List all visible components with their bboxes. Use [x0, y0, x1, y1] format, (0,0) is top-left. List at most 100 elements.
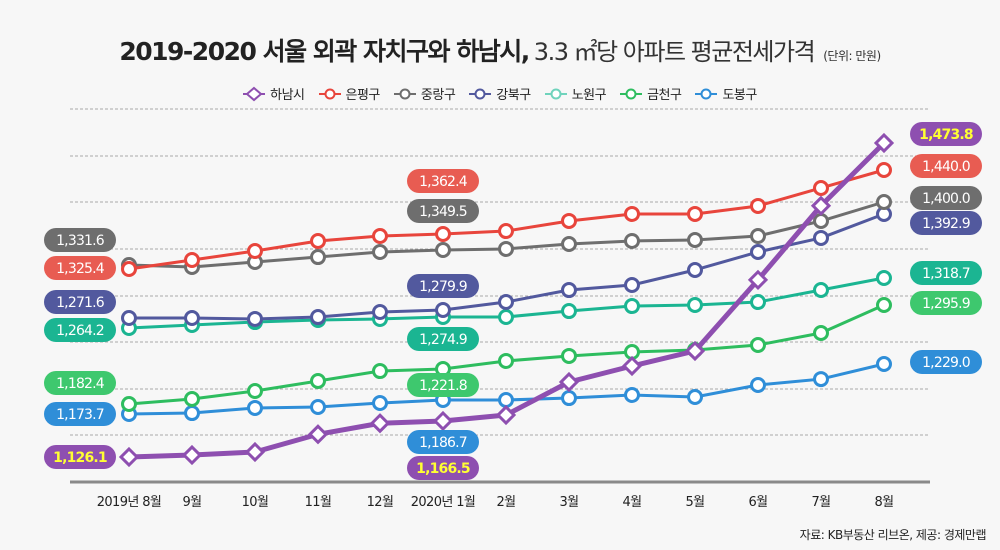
legend: 하남시 은평구 중랑구 강북구 노원구 금천구 도봉구 — [0, 84, 1000, 103]
data-point — [750, 336, 766, 353]
data-point — [372, 227, 388, 244]
legend-label: 은평구 — [345, 88, 381, 103]
data-point — [121, 310, 137, 326]
data-point — [813, 179, 829, 196]
value-label-text: 1,221.8 — [419, 378, 467, 394]
data-point — [624, 277, 640, 294]
title-light: 3.3 ㎡당 아파트 평균전세가격 — [533, 38, 816, 66]
value-label-text: 1,392.9 — [922, 216, 970, 232]
value-label-text: 1,279.9 — [419, 279, 467, 295]
data-point — [873, 132, 895, 154]
series-하남시 — [118, 132, 895, 468]
source-note: 자료: KB부동산 리브온, 제공: 경제만랩 — [799, 528, 987, 542]
value-label-mid: 1,274.9 — [407, 327, 479, 351]
chart-title: 2019-2020 서울 외곽 자치구와 하남시, 3.3 ㎡당 아파트 평균전… — [0, 32, 1000, 68]
data-point — [247, 310, 263, 327]
data-point — [369, 413, 391, 434]
data-point — [121, 261, 137, 277]
data-point — [876, 270, 892, 286]
data-point — [432, 410, 454, 432]
title-bold: 2019-2020 서울 외곽 자치구와 하남시, — [119, 37, 530, 66]
legend-item: 강북구 — [469, 84, 531, 103]
data-point — [372, 363, 388, 380]
data-point — [184, 310, 200, 326]
data-point — [310, 309, 326, 326]
value-label-start: 1,173.7 — [44, 402, 116, 426]
data-point — [750, 197, 766, 214]
data-point — [561, 282, 577, 299]
value-label-start: 1,126.1 — [44, 445, 116, 469]
circle-marker-icon — [620, 88, 643, 99]
data-point — [558, 371, 580, 393]
data-point — [310, 399, 326, 415]
value-label-text: 1,440.0 — [922, 159, 970, 175]
data-point — [813, 213, 829, 230]
data-point — [687, 389, 703, 406]
x-tick-label: 4월 — [622, 495, 641, 510]
value-label-start: 1,271.6 — [44, 290, 116, 314]
legend-item: 하남시 — [243, 84, 305, 103]
value-label-text: 1,264.2 — [56, 323, 104, 339]
value-label-start: 1,264.2 — [44, 318, 116, 342]
data-point — [813, 324, 829, 341]
data-point — [498, 352, 514, 369]
legend-label: 강북구 — [496, 88, 531, 103]
value-label-text: 1,173.7 — [56, 407, 104, 423]
data-point — [435, 242, 451, 258]
title-unit: (단위: 만원) — [823, 49, 881, 63]
data-point — [813, 371, 829, 388]
gridlines — [70, 108, 930, 436]
data-point — [498, 223, 514, 240]
data-point — [750, 228, 766, 245]
value-label-text: 1,166.5 — [416, 461, 470, 477]
legend-item: 은평구 — [318, 84, 381, 103]
data-point — [687, 232, 703, 249]
value-label-end: 1,295.9 — [910, 291, 982, 315]
x-tick-label: 3월 — [559, 495, 578, 510]
data-point — [121, 396, 137, 412]
value-label-mid: 1,186.7 — [407, 430, 479, 454]
x-tick-label: 11월 — [305, 495, 332, 510]
value-label-text: 1,325.4 — [56, 261, 105, 277]
data-point — [750, 243, 766, 260]
value-label-text: 1,182.4 — [56, 376, 105, 392]
data-point — [244, 441, 266, 463]
value-label-text: 1,186.7 — [419, 435, 467, 451]
legend-label: 도봉구 — [722, 88, 757, 103]
x-tick-label: 6월 — [748, 495, 767, 510]
value-label-text: 1,295.9 — [922, 296, 970, 312]
legend-item: 노원구 — [544, 84, 607, 103]
x-tick-label: 8월 — [874, 495, 893, 510]
value-label-mid: 1,166.5 — [407, 456, 479, 480]
data-point — [247, 383, 263, 400]
data-point — [624, 205, 640, 222]
data-point — [750, 294, 766, 311]
legend-label: 하남시 — [270, 88, 305, 103]
data-point — [247, 399, 263, 416]
legend-label: 노원구 — [571, 88, 607, 103]
data-point — [118, 446, 140, 468]
legend-item: 금천구 — [620, 84, 682, 103]
series-강북구 — [121, 206, 892, 327]
data-point — [810, 195, 832, 216]
circle-marker-icon — [695, 88, 718, 99]
x-tick-labels: 2019년 8월 9월 10월 11월 12월 2020년 1월 2월 3월 4월 5월 6월 7월 8… — [97, 495, 894, 510]
series-lines — [118, 132, 895, 468]
data-point — [184, 405, 200, 422]
data-point — [372, 244, 388, 261]
data-point — [310, 249, 326, 266]
x-tick-label: 2019년 8월 — [97, 495, 162, 510]
value-label-end: 1,392.9 — [910, 211, 982, 235]
value-label-end: 1,473.8 — [910, 122, 982, 146]
value-label-end: 1,400.0 — [910, 186, 982, 210]
data-point — [561, 347, 577, 364]
value-label-text: 1,271.6 — [56, 295, 105, 311]
value-label-text: 1,473.8 — [919, 127, 973, 143]
data-point — [813, 229, 829, 246]
data-point — [813, 282, 829, 299]
value-label-mid: 1,362.4 — [407, 169, 479, 193]
data-point — [310, 233, 326, 249]
data-point — [184, 252, 200, 269]
data-point — [624, 298, 640, 315]
